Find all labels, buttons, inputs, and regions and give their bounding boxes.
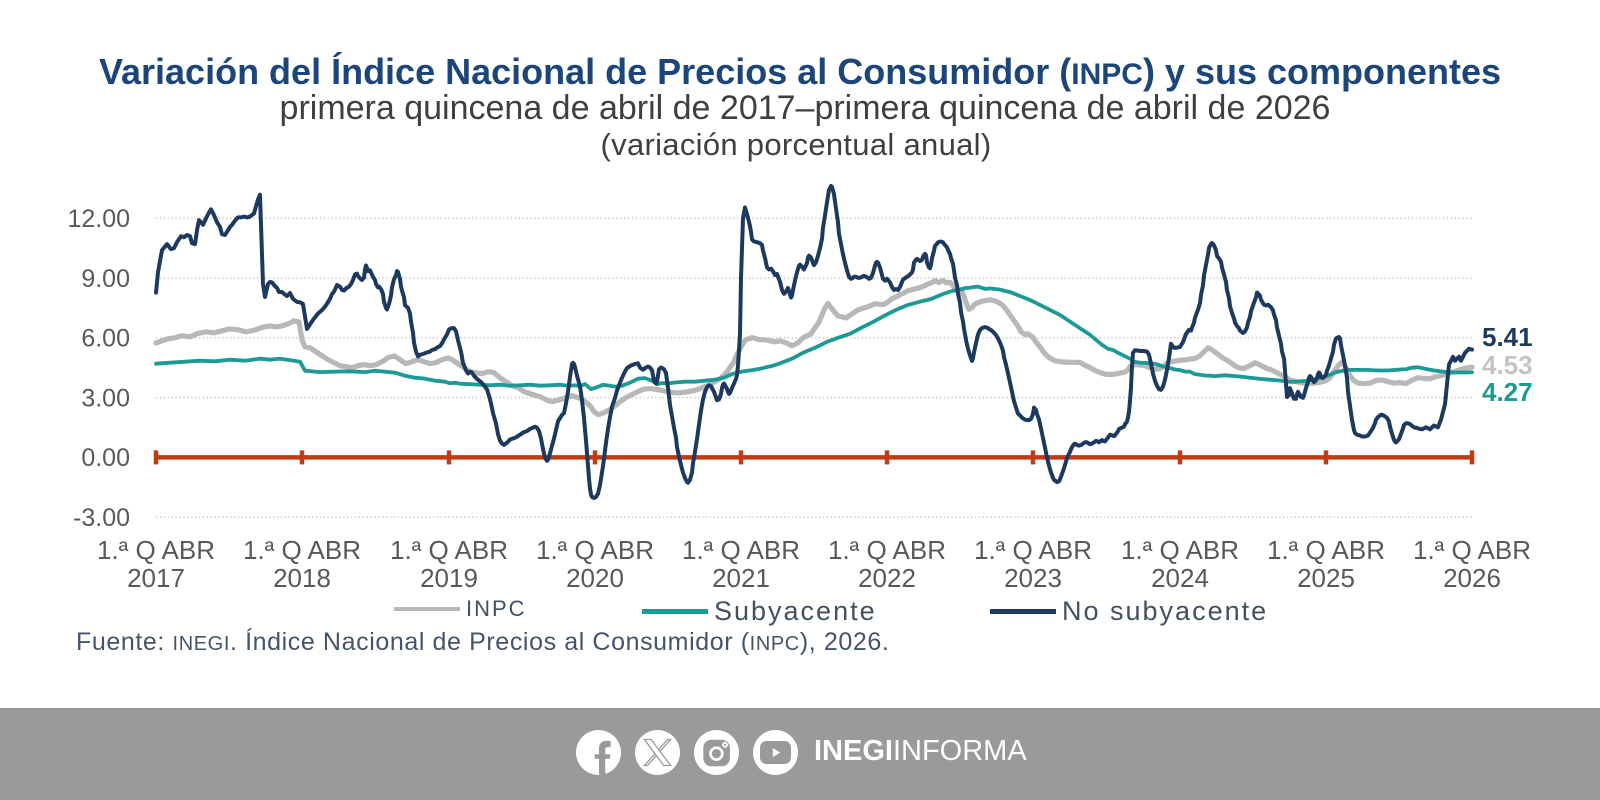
svg-text:3.00: 3.00 (81, 384, 130, 412)
svg-text:1.ª Q ABR: 1.ª Q ABR (828, 535, 946, 565)
svg-text:1.ª Q ABR: 1.ª Q ABR (243, 535, 361, 565)
svg-text:1.ª Q ABR: 1.ª Q ABR (1413, 535, 1531, 565)
svg-text:4.27: 4.27 (1482, 377, 1533, 407)
svg-text:2021: 2021 (712, 563, 770, 593)
svg-text:4.53: 4.53 (1482, 350, 1533, 380)
svg-text:1.ª Q ABR: 1.ª Q ABR (97, 535, 215, 565)
svg-text:1.ª Q ABR: 1.ª Q ABR (390, 535, 508, 565)
svg-text:2023: 2023 (1004, 563, 1062, 593)
svg-text:1.ª Q ABR: 1.ª Q ABR (1121, 535, 1239, 565)
svg-text:2020: 2020 (566, 563, 624, 593)
svg-text:12.00: 12.00 (67, 205, 130, 233)
svg-text:2025: 2025 (1297, 563, 1355, 593)
svg-text:2019: 2019 (420, 563, 478, 593)
svg-text:2026: 2026 (1443, 563, 1501, 593)
svg-text:0.00: 0.00 (81, 444, 130, 472)
svg-text:1.ª Q ABR: 1.ª Q ABR (974, 535, 1092, 565)
svg-text:2018: 2018 (273, 563, 331, 593)
svg-text:1.ª Q ABR: 1.ª Q ABR (1267, 535, 1385, 565)
svg-text:1.ª Q ABR: 1.ª Q ABR (682, 535, 800, 565)
svg-text:-3.00: -3.00 (73, 504, 130, 532)
svg-text:2022: 2022 (858, 563, 916, 593)
svg-text:6.00: 6.00 (81, 325, 130, 353)
svg-text:2017: 2017 (127, 563, 185, 593)
svg-text:5.41: 5.41 (1482, 322, 1533, 352)
svg-text:2024: 2024 (1151, 563, 1209, 593)
svg-text:9.00: 9.00 (81, 265, 130, 293)
svg-text:1.ª Q ABR: 1.ª Q ABR (536, 535, 654, 565)
